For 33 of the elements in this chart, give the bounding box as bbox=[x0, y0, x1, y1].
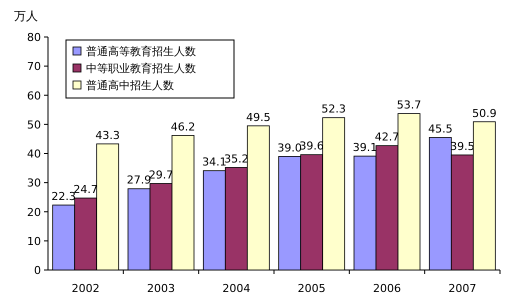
y-tick-label: 40 bbox=[27, 148, 41, 160]
y-tick-label: 10 bbox=[27, 234, 41, 248]
y-tick-label: 50 bbox=[27, 118, 41, 132]
data-label: 45.5 bbox=[428, 122, 453, 136]
data-label: 46.2 bbox=[170, 120, 196, 134]
y-tick-label: 0 bbox=[34, 264, 41, 277]
legend-label: 普通高等教育招生人数 bbox=[86, 45, 196, 58]
data-label: 22.3 bbox=[51, 190, 76, 204]
data-label: 35.2 bbox=[224, 152, 249, 166]
y-tick-label: 30 bbox=[27, 176, 41, 190]
y-axis-title: 万人 bbox=[14, 9, 38, 23]
x-tick-label: 2003 bbox=[147, 282, 175, 295]
data-label: 39.5 bbox=[450, 140, 475, 153]
x-tick-label: 2005 bbox=[298, 282, 326, 295]
x-tick-label: 2007 bbox=[448, 282, 476, 295]
x-tick-label: 2004 bbox=[222, 282, 250, 295]
data-label: 39.6 bbox=[299, 140, 324, 153]
legend-label: 中等职业教育招生人数 bbox=[86, 62, 196, 75]
x-tick-label: 2006 bbox=[373, 282, 401, 295]
legend-label: 普通高中招生人数 bbox=[86, 79, 174, 92]
x-tick-label: 2002 bbox=[72, 282, 100, 295]
data-label: 27.9 bbox=[126, 174, 152, 187]
y-tick-label: 80 bbox=[27, 31, 41, 44]
data-label: 52.3 bbox=[321, 102, 346, 116]
data-label: 39.0 bbox=[277, 141, 302, 154]
data-label: 34.1 bbox=[202, 156, 227, 169]
data-label: 53.7 bbox=[396, 98, 422, 112]
y-tick-label: 60 bbox=[27, 89, 41, 102]
y-tick-label: 70 bbox=[27, 60, 41, 74]
data-label: 43.3 bbox=[95, 128, 120, 142]
data-label: 50.9 bbox=[472, 106, 497, 120]
y-tick-label: 20 bbox=[27, 206, 41, 219]
data-label: 49.5 bbox=[246, 110, 271, 124]
